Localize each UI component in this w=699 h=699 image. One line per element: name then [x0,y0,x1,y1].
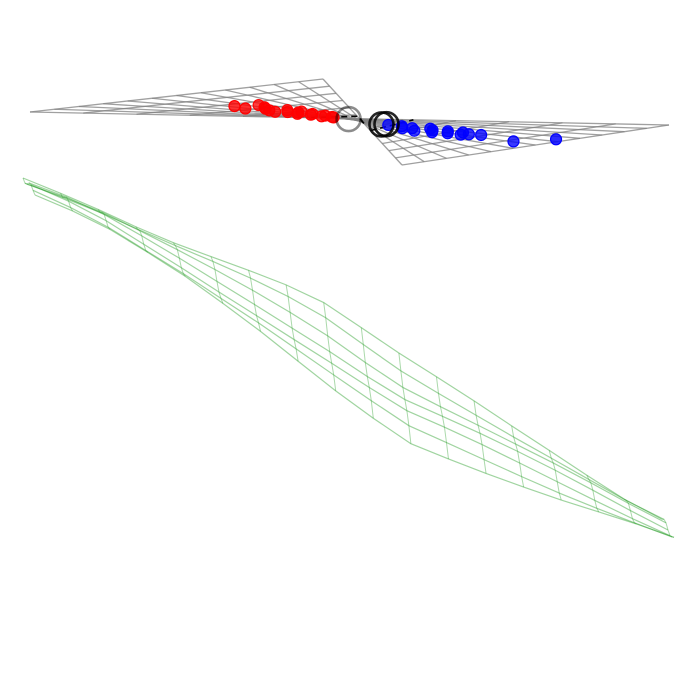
kernel-surface-col-6 [248,270,262,332]
hyperplane-line [359,118,365,124]
kernel-surface [22,177,675,538]
data-point-negative-7 [269,105,282,118]
data-point-negative-0 [228,99,241,113]
kernel-surface-col-15 [586,475,600,513]
feature-plane-grid [29,78,670,166]
data-point-negative-1 [239,102,252,115]
data-point-negative-11 [291,107,304,120]
support-vectors [335,105,400,138]
kernel-surface-col-12 [473,400,487,474]
data-points [228,98,563,148]
kernel-surface-col-14 [548,450,562,501]
data-point-negative-13 [304,108,317,121]
kernel-surface-row-4 [30,184,671,537]
kernel-surface-row-6 [34,194,675,538]
data-point-positive-4 [408,124,421,137]
kernel-surface-col-17 [661,518,675,538]
grid-line-x-11 [395,123,616,159]
kernel-surface-col-7 [285,284,299,362]
data-point-positive-9 [441,127,454,140]
kernel-surface-row-2 [26,183,667,524]
kernel-surface-col-4 [172,242,186,277]
data-point-positive-13 [475,128,488,142]
kernel-surface-col-1 [60,193,74,212]
kernel-surface-col-16 [624,498,637,525]
data-point-positive-12 [462,128,475,141]
kernel-surface-row-5 [32,189,673,538]
kernel-surface-row-0 [22,177,663,520]
grid-line-x-12 [401,124,670,166]
kernel-surface-col-11 [435,376,449,459]
kernel-surface-col-8 [323,302,337,391]
kernel-surface-row-3 [28,182,669,531]
support-vector-ring-0 [335,105,362,133]
kernel-surface-col-5 [210,256,224,304]
data-point-positive-15 [549,133,563,146]
data-point-positive-14 [507,135,520,148]
data-point-negative-17 [327,111,340,124]
support-vector-ring-2 [373,110,400,138]
kernel-surface-col-13 [511,425,525,488]
kernel-surface-col-9 [360,327,374,419]
data-point-negative-8 [281,105,294,119]
data-point-positive-7 [425,126,439,139]
kernel-surface-row-1 [24,182,665,520]
kernel-surface-col-2 [97,209,111,230]
data-point-negative-15 [315,110,328,123]
kernel-surface-col-10 [398,352,412,444]
kernel-surface-col-0 [22,177,36,196]
kernel-surface-col-3 [135,226,149,253]
